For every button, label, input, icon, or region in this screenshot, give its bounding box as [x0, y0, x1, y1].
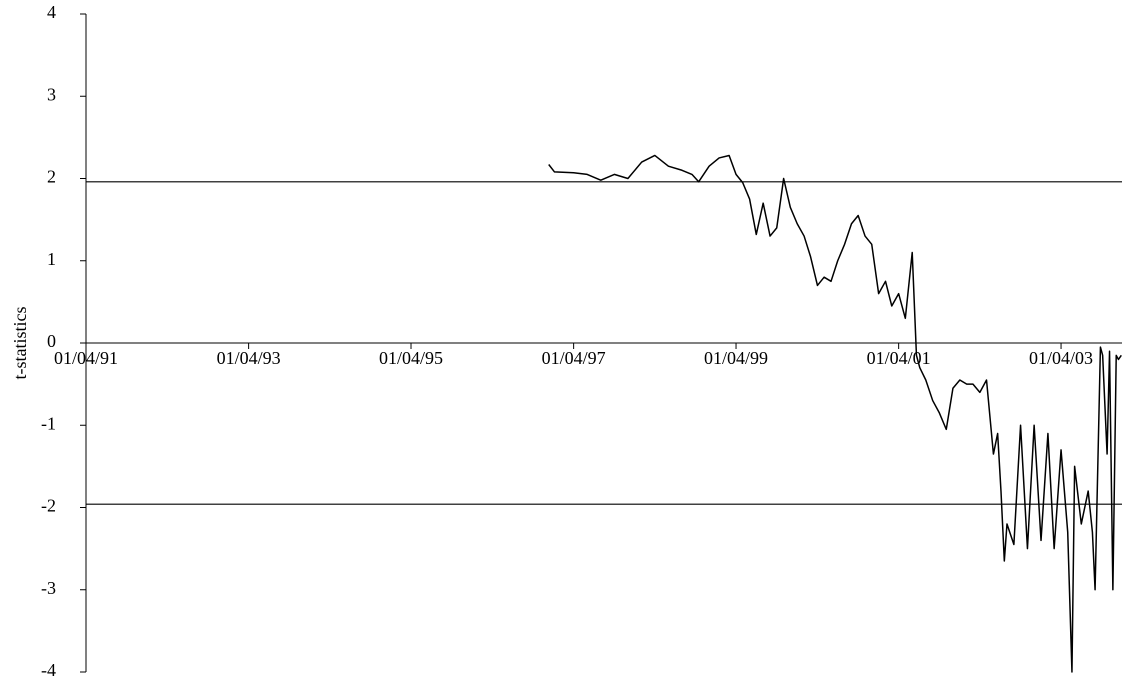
y-tick-label: 3: [47, 84, 56, 104]
x-tick-label: 01/04/93: [217, 348, 281, 368]
x-tick-label: 01/04/03: [1029, 348, 1093, 368]
x-tick-label: 01/04/99: [704, 348, 768, 368]
x-tick-label: 01/04/95: [379, 348, 443, 368]
x-tick-label: 01/04/97: [542, 348, 606, 368]
data-line: [548, 154, 1122, 673]
y-axis-label: t-statistics: [10, 307, 30, 380]
y-tick-label: 2: [47, 167, 56, 187]
x-tick-label: 01/04/01: [867, 348, 931, 368]
y-tick-label: -4: [41, 660, 56, 680]
y-tick-label: 4: [47, 2, 56, 22]
y-tick-label: -1: [41, 413, 56, 433]
x-tick-label: 01/04/91: [54, 348, 118, 368]
y-tick-label: -2: [41, 496, 56, 516]
y-tick-label: 1: [47, 249, 56, 269]
y-tick-label: -3: [41, 578, 56, 598]
y-tick-label: 0: [47, 331, 56, 351]
